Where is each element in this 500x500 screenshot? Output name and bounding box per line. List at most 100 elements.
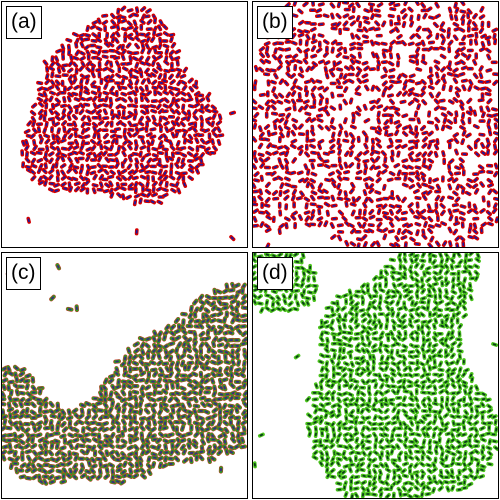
particle	[473, 263, 480, 270]
particle	[322, 151, 330, 156]
particle	[150, 99, 158, 104]
particle	[290, 184, 298, 189]
particle	[421, 190, 429, 196]
particle	[73, 181, 81, 187]
particle	[407, 99, 415, 106]
particle	[354, 418, 358, 426]
particle	[224, 310, 229, 319]
particle	[420, 39, 426, 47]
particle	[253, 264, 258, 270]
particle	[431, 401, 439, 407]
particle	[132, 131, 139, 138]
particle	[102, 377, 109, 385]
particle	[438, 388, 445, 395]
particle	[6, 432, 14, 438]
particle	[7, 449, 15, 455]
particle	[419, 90, 426, 98]
particle	[36, 167, 42, 175]
particle	[406, 493, 414, 498]
particle	[340, 469, 347, 476]
particle	[413, 241, 421, 247]
particle	[430, 365, 438, 370]
panel-c: (c)	[1, 252, 248, 499]
particle	[424, 270, 432, 276]
particle	[319, 383, 324, 391]
particle	[305, 283, 312, 289]
particle	[7, 442, 13, 451]
particle	[361, 317, 368, 324]
particle	[192, 403, 201, 409]
particle	[161, 401, 169, 408]
particle	[151, 114, 157, 122]
particle	[356, 242, 361, 247]
particle	[304, 222, 312, 228]
particle	[131, 103, 139, 109]
particle	[415, 33, 422, 40]
particle	[138, 115, 144, 123]
particle	[122, 460, 128, 468]
particle	[408, 390, 414, 398]
particle	[228, 324, 235, 332]
particle	[475, 460, 481, 468]
particle	[345, 331, 354, 335]
particle	[253, 270, 257, 278]
particle	[455, 337, 463, 342]
particle	[427, 242, 434, 247]
particle	[308, 222, 317, 227]
particle	[349, 53, 357, 60]
particle	[354, 361, 362, 366]
particle	[342, 13, 350, 19]
particle	[235, 419, 241, 427]
particle	[173, 455, 181, 463]
particle	[359, 402, 367, 408]
particle	[374, 20, 381, 27]
particle	[401, 283, 408, 290]
particle	[386, 335, 391, 343]
particle	[467, 84, 473, 92]
particle	[168, 68, 176, 73]
particle	[296, 144, 304, 151]
particle	[120, 5, 127, 12]
particle	[342, 397, 350, 403]
particle	[4, 425, 13, 431]
particle	[363, 162, 369, 170]
particle	[362, 189, 368, 197]
particle	[47, 174, 54, 181]
particle	[394, 176, 402, 181]
particle	[48, 157, 54, 165]
particle	[223, 353, 228, 361]
particle	[350, 137, 356, 145]
particle	[119, 455, 127, 461]
particle	[291, 157, 298, 164]
particle	[396, 282, 404, 288]
particle	[292, 2, 298, 7]
particle	[315, 113, 324, 118]
particle	[78, 65, 85, 72]
particle	[273, 72, 279, 80]
particle	[468, 450, 476, 456]
particle	[173, 55, 181, 61]
particle	[109, 133, 117, 139]
particle	[360, 324, 368, 331]
particle	[378, 366, 385, 372]
particle	[467, 234, 475, 240]
particle	[378, 340, 384, 348]
particle	[43, 401, 49, 409]
particle	[360, 311, 367, 318]
particle	[323, 201, 331, 208]
particle	[150, 72, 157, 78]
particle	[31, 102, 38, 109]
particle	[338, 163, 344, 171]
particle	[293, 353, 301, 360]
particle	[92, 152, 98, 159]
particle	[229, 371, 235, 380]
particle	[318, 324, 325, 330]
particle	[457, 366, 463, 374]
particle	[181, 84, 188, 92]
particle	[216, 354, 221, 363]
particle	[420, 409, 429, 413]
particle	[443, 322, 450, 329]
particle	[391, 324, 397, 332]
particle	[381, 203, 388, 210]
particle	[415, 67, 423, 72]
